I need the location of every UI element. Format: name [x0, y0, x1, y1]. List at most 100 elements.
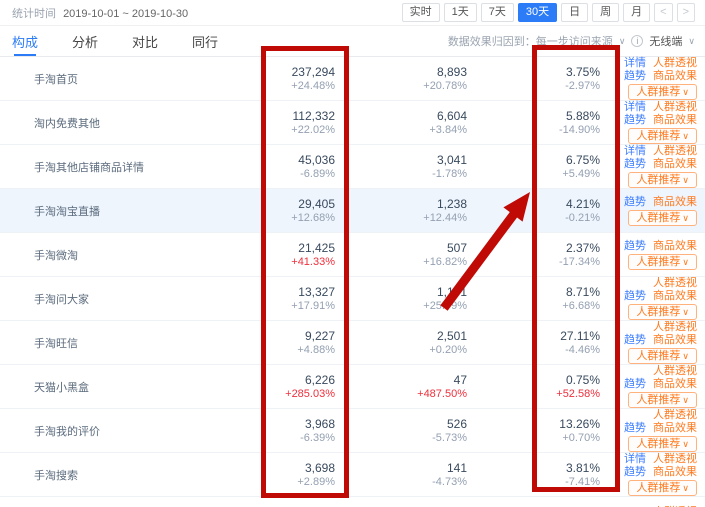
link-line: 趋势 商品效果	[600, 196, 697, 209]
chevron-down-icon: ∨	[682, 395, 689, 405]
tab-构成[interactable]: 构成	[12, 26, 38, 56]
table-row: 手淘其他店铺商品详情 45,036 -6.89% 3,041 -1.78% 6.75% +5…	[0, 145, 705, 189]
visitors-cell: 21,425 +41.33%	[240, 241, 335, 269]
link-trend[interactable]: 趋势	[624, 70, 646, 82]
chevron-down-icon: ∨	[682, 131, 689, 141]
link-trend[interactable]: 趋势	[624, 466, 646, 478]
range-button-1天[interactable]: 1天	[443, 3, 477, 22]
chevron-down-icon[interactable]: ∨	[618, 35, 626, 46]
link-product[interactable]: 商品效果	[653, 239, 697, 252]
visitors-value: 3,968	[304, 416, 335, 431]
link-persona[interactable]: 人群透视	[653, 321, 697, 333]
link-product[interactable]: 商品效果	[653, 466, 697, 478]
link-trend[interactable]: 趋势	[624, 114, 646, 126]
conversion-cell: 2.37% -17.34%	[467, 241, 600, 269]
source-label: 天猫小黑盒	[34, 381, 89, 394]
source-label: 手淘问大家	[34, 293, 89, 306]
link-detail[interactable]: 详情	[624, 145, 646, 157]
link-persona[interactable]: 人群透视	[653, 453, 697, 465]
range-button-7天[interactable]: 7天	[480, 3, 514, 22]
link-persona[interactable]: 人群透视	[653, 101, 697, 113]
visitors-change: +12.68%	[291, 211, 335, 224]
granularity-button-日[interactable]: 日	[561, 3, 589, 22]
chevron-down-icon: ∨	[682, 439, 689, 449]
link-persona[interactable]: 人群透视	[653, 365, 697, 377]
recommend-button[interactable]: 人群推荐 ∨	[628, 84, 697, 100]
conversion-change: -4.46%	[565, 343, 600, 356]
link-persona[interactable]: 人群透视	[653, 145, 697, 157]
link-product[interactable]: 商品效果	[653, 422, 697, 434]
tab-对比[interactable]: 对比	[132, 34, 159, 50]
link-line: 趋势 商品效果	[600, 240, 697, 253]
link-product[interactable]: 商品效果	[653, 70, 697, 82]
granularity-button-月[interactable]: 月	[623, 3, 651, 22]
table-row: 手淘淘宝直播 29,405 +12.68% 1,238 +12.44% 4.21% -0.2…	[0, 189, 705, 233]
link-product[interactable]: 商品效果	[653, 290, 697, 302]
visitors-cell: 237,294 +24.48%	[240, 65, 335, 93]
tab-分析[interactable]: 分析	[72, 34, 99, 50]
recommend-button[interactable]: 人群推荐 ∨	[628, 348, 697, 364]
conversion-cell: 5.88% -14.90%	[467, 109, 600, 137]
buyers-value: 1,161	[436, 284, 467, 299]
info-icon[interactable]: i	[631, 35, 644, 47]
link-trend[interactable]: 趋势	[624, 195, 646, 208]
recommend-button[interactable]: 人群推荐 ∨	[628, 480, 697, 496]
link-persona[interactable]: 人群透视	[653, 506, 697, 507]
link-detail[interactable]: 详情	[624, 57, 646, 69]
link-line: 趋势 商品效果	[600, 378, 697, 391]
link-product[interactable]: 商品效果	[653, 378, 697, 390]
prev-period-button[interactable]: <	[654, 3, 673, 22]
link-persona[interactable]: 人群透视	[653, 57, 697, 69]
recommend-button[interactable]: 人群推荐 ∨	[628, 253, 697, 270]
action-links: 趋势 商品效果 人群推荐 ∨	[600, 196, 705, 226]
link-persona[interactable]: 人群透视	[653, 277, 697, 289]
link-line: 趋势 商品效果	[600, 422, 697, 435]
visitors-value: 29,405	[298, 196, 335, 211]
buyers-change: -5.73%	[432, 431, 467, 444]
recommend-button[interactable]: 人群推荐 ∨	[628, 172, 697, 188]
link-line: 人群推荐 ∨	[600, 83, 697, 100]
chevron-down-icon: ∨	[682, 351, 689, 361]
chevron-down-icon[interactable]: ∨	[688, 35, 695, 46]
recommend-button[interactable]: 人群推荐 ∨	[628, 209, 697, 226]
visitors-change: +2.89%	[297, 475, 335, 488]
recommend-button[interactable]: 人群推荐 ∨	[628, 436, 697, 452]
link-product[interactable]: 商品效果	[653, 114, 697, 126]
link-product[interactable]: 商品效果	[653, 158, 697, 170]
terminal-dropdown[interactable]: 无线端	[649, 36, 683, 48]
tab-同行[interactable]: 同行	[192, 34, 219, 50]
range-button-30天[interactable]: 30天	[517, 3, 558, 22]
link-trend[interactable]: 趋势	[624, 378, 646, 390]
action-links: 人群透视 趋势 商品效果 人群推荐 ∨	[600, 365, 705, 408]
conversion-change: +6.68%	[562, 299, 600, 312]
conversion-value: 13.26%	[559, 416, 600, 431]
granularity-button-周[interactable]: 周	[592, 3, 620, 22]
buyers-change: +487.50%	[417, 387, 467, 400]
link-trend[interactable]: 趋势	[624, 290, 646, 302]
link-detail[interactable]: 详情	[624, 101, 646, 113]
visitors-cell: 112,332 +22.02%	[240, 109, 335, 137]
link-trend[interactable]: 趋势	[624, 334, 646, 346]
link-detail[interactable]: 详情	[624, 453, 646, 465]
date-range: 2019-10-01 ~ 2019-10-30	[63, 7, 189, 20]
link-trend[interactable]: 趋势	[624, 239, 646, 252]
link-persona[interactable]: 人群透视	[653, 409, 697, 421]
link-line: 人群推荐 ∨	[600, 303, 697, 320]
conversion-value: 5.88%	[565, 108, 600, 123]
table-row: 手淘旺信 9,227 +4.88% 2,501 +0.20% 27.11% -4.46% 人群…	[0, 321, 705, 365]
link-line: 详情 人群透视	[600, 101, 697, 114]
link-line: 人群透视	[600, 365, 697, 378]
action-links: 人群透视 趋势 商品效果 人群推荐 ∨	[600, 409, 705, 452]
recommend-button[interactable]: 人群推荐 ∨	[628, 128, 697, 144]
buyers-value: 141	[446, 460, 467, 475]
recommend-button[interactable]: 人群推荐 ∨	[628, 304, 697, 320]
link-trend[interactable]: 趋势	[624, 158, 646, 170]
link-product[interactable]: 商品效果	[653, 334, 697, 346]
visitors-value: 21,425	[298, 240, 335, 255]
source-label: 手淘搜索	[34, 469, 78, 482]
next-period-button[interactable]: >	[676, 3, 695, 22]
recommend-button[interactable]: 人群推荐 ∨	[628, 392, 697, 408]
range-button-实时[interactable]: 实时	[401, 3, 440, 22]
link-product[interactable]: 商品效果	[653, 195, 697, 208]
link-trend[interactable]: 趋势	[624, 422, 646, 434]
